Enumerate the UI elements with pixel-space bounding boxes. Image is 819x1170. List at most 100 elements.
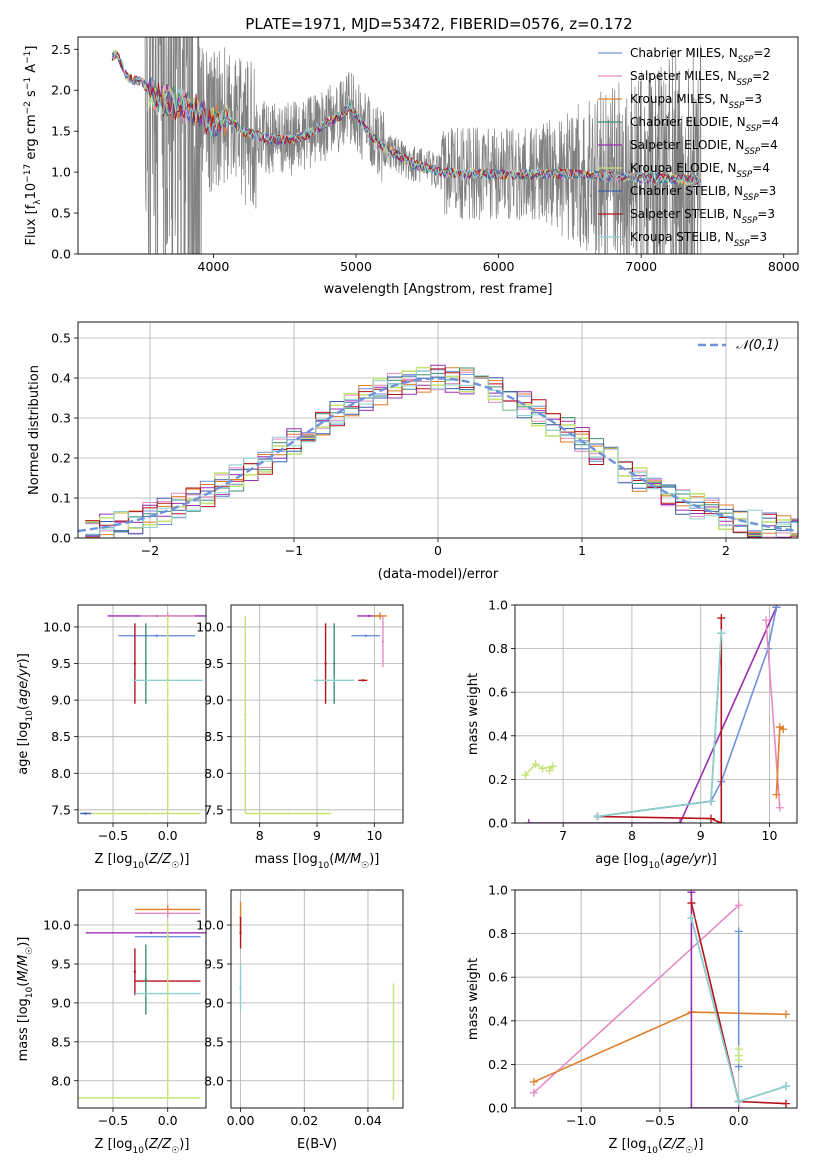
- weight-marker: [545, 766, 554, 775]
- weight-marker: [687, 914, 696, 923]
- x-axis-label: mass [log10(M/M☉)]: [255, 852, 380, 871]
- y-tick-label: 0.6: [488, 685, 508, 700]
- y-tick-label: 1.0: [51, 165, 71, 180]
- residuals-panel: −2 −1 0 1 2 0.0 0.1 0.2 0.3 0.4 0.5 𝒩(0,1) (data-mod…: [27, 321, 799, 582]
- data-point: [361, 679, 365, 682]
- y-tick-label: 9.5: [51, 956, 71, 971]
- data-point: [333, 662, 336, 665]
- legend-entry: Kroupa MILES, NSSP=3: [630, 92, 762, 111]
- weight-marker: [779, 725, 788, 734]
- y-tick-label: 2.5: [51, 42, 71, 57]
- x-tick-label: −0.5: [645, 1113, 675, 1128]
- data-point: [378, 614, 382, 618]
- x-tick-label: 4000: [198, 259, 230, 274]
- x-tick-label: 6000: [483, 259, 515, 274]
- normal-distribution-curve: [78, 377, 798, 533]
- data-point: [144, 978, 148, 981]
- weight-marker: [717, 819, 726, 823]
- residual-histogram: [85, 367, 798, 538]
- x-tick-label: 10: [762, 828, 778, 843]
- x-axis-label: Z [log10(Z/Z☉)]: [609, 1137, 704, 1156]
- weight-marker: [734, 1045, 743, 1054]
- axes-frame: [77, 889, 207, 1109]
- age-vs-mass-panel: 8 9 10 7.5 8.0 8.5 9.0 9.5 10.0 mass [log10(M/M☉)…: [196, 604, 404, 871]
- axes-frame: [514, 604, 798, 824]
- data-point: [239, 931, 242, 935]
- y-tick-label: 7.5: [51, 802, 71, 817]
- y-tick-label: 7.5: [204, 802, 224, 817]
- data-point: [381, 640, 385, 643]
- x-tick-label: 7: [559, 828, 567, 843]
- x-tick-label: −1.0: [566, 1113, 596, 1128]
- y-tick-label: 1.0: [488, 598, 508, 613]
- data-point: [155, 634, 158, 637]
- x-tick-label: 0.0: [729, 1113, 749, 1128]
- y-tick-label: 0.6: [488, 970, 508, 985]
- weight-line: [533, 904, 740, 1094]
- weight-marker: [521, 771, 530, 780]
- y-tick-label: 0.4: [51, 371, 71, 386]
- residual-histogram: [85, 375, 798, 537]
- data-point: [133, 970, 137, 973]
- x-tick-label: 10: [366, 828, 382, 843]
- y-tick-label: 0.4: [488, 728, 508, 743]
- weight-marker: [538, 764, 547, 773]
- x-tick-label: 2: [722, 543, 730, 558]
- x-tick-label: 8: [256, 828, 264, 843]
- x-axis-label: age [log10(age/yr)]: [595, 852, 717, 871]
- y-tick-label: 8.5: [51, 729, 71, 744]
- weight-line: [597, 633, 723, 818]
- weight-marker: [676, 819, 685, 823]
- weight-marker: [762, 616, 771, 625]
- y-tick-label: 0.8: [488, 641, 508, 656]
- data-point: [166, 912, 169, 915]
- x-tick-label: −2: [141, 543, 159, 558]
- data-point: [144, 812, 148, 815]
- data-point: [244, 713, 247, 716]
- weight-line: [528, 606, 778, 823]
- weight-line: [775, 725, 784, 795]
- axes-frame: [514, 889, 798, 1109]
- legend-entry: Kroupa ELODIE, NSSP=4: [630, 161, 770, 180]
- weight-marker: [734, 927, 743, 936]
- x-tick-label: 0: [434, 543, 442, 558]
- weight-marker: [717, 629, 726, 638]
- y-tick-label: 9.5: [204, 956, 224, 971]
- weight-marker: [781, 1099, 790, 1108]
- x-tick-label: 9: [313, 828, 321, 843]
- x-tick-label: 0.00: [227, 1113, 255, 1128]
- y-tick-label: 0.5: [51, 331, 71, 346]
- weight-marker: [734, 901, 743, 910]
- data-point: [166, 713, 169, 716]
- y-tick-label: 8.0: [51, 1073, 71, 1088]
- data-point: [239, 986, 242, 989]
- weight-marker: [548, 762, 557, 771]
- y-tick-label: 10.0: [43, 619, 71, 634]
- y-tick-label: 0.0: [51, 531, 71, 546]
- y-tick-label: 10.0: [196, 918, 224, 933]
- figure-title: PLATE=1971, MJD=53472, FIBERID=0576, z=0…: [245, 15, 632, 33]
- weight-marker: [717, 614, 726, 623]
- y-tick-label: 9.0: [51, 995, 71, 1010]
- y-tick-label: 9.5: [51, 656, 71, 671]
- x-tick-label: 0.02: [290, 1113, 318, 1128]
- y-tick-label: 0.3: [51, 411, 71, 426]
- weight-marker: [687, 1104, 696, 1108]
- legend-entry: Salpeter STELIB, NSSP=3: [630, 207, 775, 226]
- x-tick-label: 1: [578, 543, 586, 558]
- y-tick-label: 0.2: [488, 1057, 508, 1072]
- weight-marker: [529, 1088, 538, 1097]
- data-point: [333, 679, 336, 682]
- y-axis-label: mass weight: [466, 673, 481, 755]
- y-tick-label: 8.0: [51, 766, 71, 781]
- y-tick-label: 8.0: [204, 766, 224, 781]
- x-tick-label: 8000: [768, 259, 800, 274]
- residual-histogram: [85, 368, 798, 538]
- y-tick-label: 0.5: [51, 206, 71, 221]
- weight-vs-metallicity-panel: −1.0 −0.5 0.0 0.0 0.2 0.4 0.6 0.8 1.0 Z [log10(Z/…: [466, 883, 798, 1156]
- x-axis-label: Z [log10(Z/Z☉)]: [95, 1137, 190, 1156]
- axes-frame: [230, 889, 404, 1109]
- x-tick-label: −1: [285, 543, 303, 558]
- x-tick-label: 0.0: [158, 1113, 178, 1128]
